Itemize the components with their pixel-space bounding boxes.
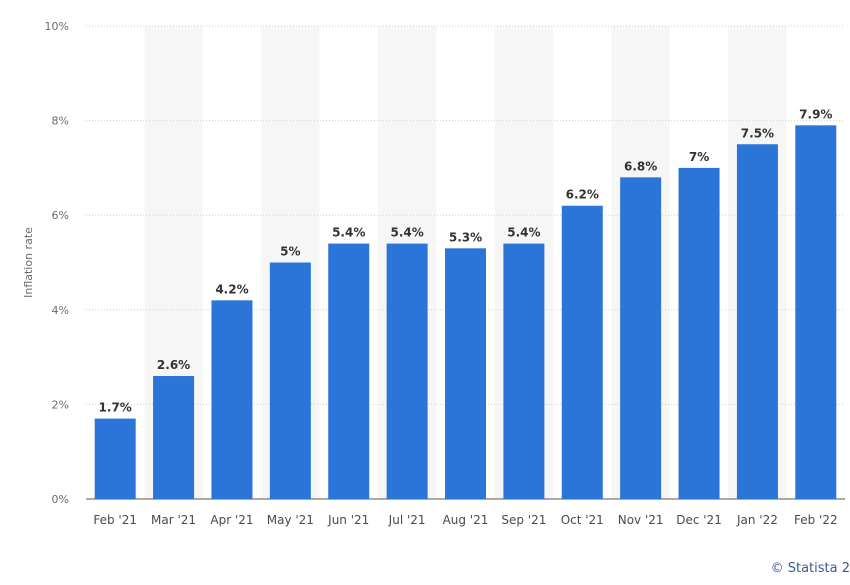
x-tick-label: Apr '21: [210, 513, 253, 527]
y-tick-label: 2%: [52, 398, 69, 411]
y-tick-label: 0%: [52, 493, 69, 506]
data-label: 1.7%: [99, 401, 132, 415]
data-label: 7.5%: [741, 126, 774, 140]
x-tick-label: May '21: [267, 513, 314, 527]
y-tick-label: 10%: [45, 20, 69, 33]
bar: [736, 144, 778, 499]
y-tick-label: 6%: [52, 209, 69, 222]
bar: [503, 243, 545, 499]
data-label: 6.2%: [566, 188, 599, 202]
bar: [620, 177, 662, 500]
bar: [328, 243, 370, 499]
x-tick-label: Mar '21: [151, 513, 196, 527]
data-label: 5.4%: [332, 226, 365, 240]
y-tick-label: 4%: [52, 304, 69, 317]
statista-credit[interactable]: © Statista 2: [770, 561, 850, 576]
y-axis-ticks: 0% 2% 4% 6% 8% 10%: [45, 20, 69, 506]
data-label: 2.6%: [157, 358, 190, 372]
x-tick-label: Jul '21: [388, 513, 426, 527]
data-labels: 1.7% 2.6% 4.2% 5% 5.4% 5.4% 5.3% 5.4% 6.2% 6.8% 7%…: [99, 107, 833, 414]
bar: [269, 262, 311, 499]
y-tick-label: 8%: [52, 115, 69, 128]
x-axis-ticks: Feb '21 Mar '21 Apr '21 May '21 Jun '21 Jul '…: [93, 513, 837, 527]
x-tick-label: Oct '21: [561, 513, 604, 527]
data-label: 5%: [280, 245, 300, 259]
x-tick-label: Feb '21: [93, 513, 137, 527]
x-tick-label: Dec '21: [676, 513, 722, 527]
data-label: 5.4%: [390, 226, 423, 240]
x-tick-label: Feb '22: [794, 513, 838, 527]
data-label: 5.3%: [449, 230, 482, 244]
bar: [94, 418, 136, 499]
data-label: 5.4%: [507, 226, 540, 240]
bar: [678, 167, 720, 499]
data-label: 7%: [689, 150, 709, 164]
x-tick-label: Aug '21: [443, 513, 489, 527]
bar: [211, 300, 253, 499]
bar: [795, 125, 837, 499]
bar: [153, 376, 195, 499]
y-axis-title: Inflation rate: [22, 227, 35, 298]
bar: [386, 243, 428, 499]
bar: [445, 248, 486, 499]
bars: [94, 125, 837, 500]
x-tick-label: Jun '21: [327, 513, 369, 527]
x-tick-label: Jan '22: [736, 513, 778, 527]
data-label: 4.2%: [215, 282, 248, 296]
bar: [561, 205, 603, 500]
x-tick-label: Sep '21: [501, 513, 546, 527]
data-label: 6.8%: [624, 159, 657, 173]
data-label: 7.9%: [799, 107, 832, 121]
x-tick-label: Nov '21: [618, 513, 664, 527]
